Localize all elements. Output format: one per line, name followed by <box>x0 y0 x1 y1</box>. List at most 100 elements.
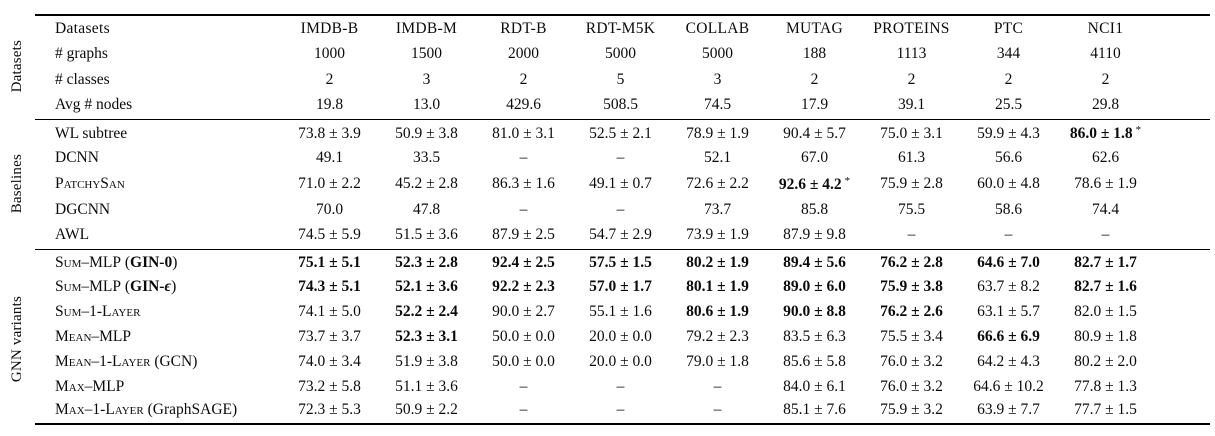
table-row: Mean–MLP 73.7 ± 3.7 52.3 ± 3.1 50.0 ± 0.0 20… <box>35 324 1210 349</box>
value-cell: 73.7 ± 3.7 <box>298 327 361 345</box>
value-cell: 5000 <box>702 45 733 62</box>
value-cell: 80.2 ± 2.0 <box>1074 352 1137 370</box>
value-cell: 47.8 <box>412 201 441 218</box>
value-cell: 76.0 ± 3.2 <box>880 352 943 370</box>
value-cell: 72.6 ± 2.2 <box>686 175 749 192</box>
value-cell: 57.5 ± 1.5 <box>572 248 669 274</box>
value-cell: – <box>519 201 528 218</box>
value-cell: 2 <box>810 71 819 88</box>
value-cell: 72.3 ± 5.3 <box>298 401 361 418</box>
table-row: DCNN 49.1 33.5 – – 52.1 67.0 61.3 56.6 62.6 <box>35 145 1210 171</box>
value-cell: 75.5 <box>897 201 926 218</box>
value-cell: 74.5 <box>703 95 732 113</box>
value-cell: 49.1 <box>315 149 344 166</box>
value-cell: – <box>616 377 625 395</box>
value-text: 80.6 ± 1.9 <box>686 302 749 320</box>
value-cell: 1113 <box>896 45 927 62</box>
value-cell: – <box>519 149 528 166</box>
value-cell: 92.2 ± 2.3 <box>475 274 572 299</box>
filler-cell <box>1154 197 1210 223</box>
value-cell: 29.8 <box>1091 95 1120 113</box>
section-group-label-gnn-variants: GNN variants <box>0 250 34 429</box>
value-cell: – <box>713 377 722 395</box>
value-text: 92.6 ± 4.2 <box>778 175 842 193</box>
value-cell: 50.0 ± 0.0 <box>492 327 555 345</box>
value-cell: 89.4 ± 5.6 <box>766 248 863 274</box>
value-cell: 2 <box>519 71 528 88</box>
value-text: 82.7 ± 1.7 <box>1074 254 1137 272</box>
value-cell: 77.8 ± 1.3 <box>1074 377 1137 395</box>
value-text: 75.9 ± 3.8 <box>880 277 943 295</box>
value-cell: 13.0 <box>412 95 441 113</box>
value-cell: 49.1 ± 0.7 <box>589 175 652 192</box>
value-cell: 52.1 <box>703 149 732 166</box>
value-cell: 64.6 ± 10.2 <box>973 377 1044 395</box>
value-text: 57.5 ± 1.5 <box>589 254 652 272</box>
value-cell: 78.6 ± 1.9 <box>1074 175 1137 192</box>
value-cell: 39.1 <box>897 95 926 113</box>
value-cell: 85.8 <box>800 201 829 218</box>
value-cell: 73.2 ± 5.8 <box>298 377 361 395</box>
row-label: DGCNN <box>35 197 281 223</box>
row-label: WL subtree <box>35 118 281 145</box>
significance-star: * <box>1135 124 1142 137</box>
corner-header: Datasets <box>55 19 110 37</box>
filler-cell <box>1154 41 1210 67</box>
value-cell: 73.9 ± 1.9 <box>686 225 749 243</box>
value-cell: 51.1 ± 3.6 <box>395 377 458 395</box>
value-cell: – <box>1101 225 1110 243</box>
value-text: 82.7 ± 1.6 <box>1074 277 1137 295</box>
value-cell: 75.9 ± 3.2 <box>880 401 943 418</box>
filler-cell <box>1154 93 1210 119</box>
value-cell: 86.3 ± 1.6 <box>492 175 555 192</box>
value-cell: 429.6 <box>506 95 541 113</box>
value-cell: 2 <box>907 71 916 88</box>
value-cell: 80.2 ± 1.9 <box>669 248 766 274</box>
value-cell: 73.7 <box>703 201 732 218</box>
row-label: Sum–MLP (GIN-ϵ) <box>35 274 281 299</box>
value-cell: 70.0 <box>315 201 344 218</box>
value-cell: 92.4 ± 2.5 <box>475 248 572 274</box>
label-text: Sum–1-Layer <box>55 302 141 320</box>
value-cell: 71.0 ± 2.2 <box>298 175 361 192</box>
filler-cell <box>1154 349 1210 374</box>
value-cell: 76.0 ± 3.2 <box>880 377 943 395</box>
label-text: AWL <box>55 225 90 243</box>
value-text: 57.0 ± 1.7 <box>589 277 652 295</box>
row-label: DCNN <box>35 145 281 171</box>
value-cell: – <box>519 401 528 418</box>
row-label: Mean–1-Layer (GCN) <box>35 349 281 374</box>
value-cell: 87.9 ± 2.5 <box>492 225 555 243</box>
value-cell: 4110 <box>1090 45 1121 62</box>
value-cell: 80.9 ± 1.8 <box>1074 327 1137 345</box>
value-cell: 78.9 ± 1.9 <box>669 118 766 145</box>
filler-cell <box>1154 15 1210 41</box>
row-label: Max–1-Layer (GraphSAGE) <box>35 399 281 424</box>
table-row: # graphs 1000 1500 2000 5000 5000 188 1113 344 41… <box>35 41 1210 67</box>
section-baselines: WL subtree 73.8 ± 3.9 50.9 ± 3.8 81.0 ± 3.1… <box>35 118 1210 249</box>
value-cell: 82.0 ± 1.5 <box>1074 302 1137 320</box>
value-cell: – <box>519 377 528 395</box>
table-row: Sum–1-Layer 74.1 ± 5.0 52.2 ± 2.4 90.0 ± 2.… <box>35 299 1210 324</box>
value-cell: 25.5 <box>994 95 1023 113</box>
value-cell: 79.2 ± 2.3 <box>686 327 749 345</box>
value-cell: 17.9 <box>800 95 829 113</box>
row-label: # classes <box>35 67 281 93</box>
value-cell: 3 <box>422 71 431 88</box>
label-text: Mean–MLP <box>55 327 132 345</box>
value-text: 76.2 ± 2.8 <box>880 254 943 272</box>
value-cell: 2000 <box>508 45 539 62</box>
row-label: Sum–MLP (GIN-0) <box>35 248 281 274</box>
value-text: 80.2 ± 1.9 <box>686 254 749 272</box>
value-text: 52.3 ± 3.1 <box>395 327 458 345</box>
filler-cell <box>1154 171 1210 197</box>
value-cell: 74.1 ± 5.0 <box>298 302 361 320</box>
table-row: PatchySan 71.0 ± 2.2 45.2 ± 2.8 86.3 ± 1.6 4… <box>35 171 1210 197</box>
label-text: Max–1-Layer <box>55 401 144 418</box>
label-text: Mean–1-Layer <box>55 352 151 370</box>
value-text: 74.3 ± 5.1 <box>298 277 361 295</box>
value-cell: 63.7 ± 8.2 <box>977 277 1040 295</box>
value-cell: 51.5 ± 3.6 <box>395 225 458 243</box>
value-cell: 82.7 ± 1.6 <box>1057 274 1154 299</box>
